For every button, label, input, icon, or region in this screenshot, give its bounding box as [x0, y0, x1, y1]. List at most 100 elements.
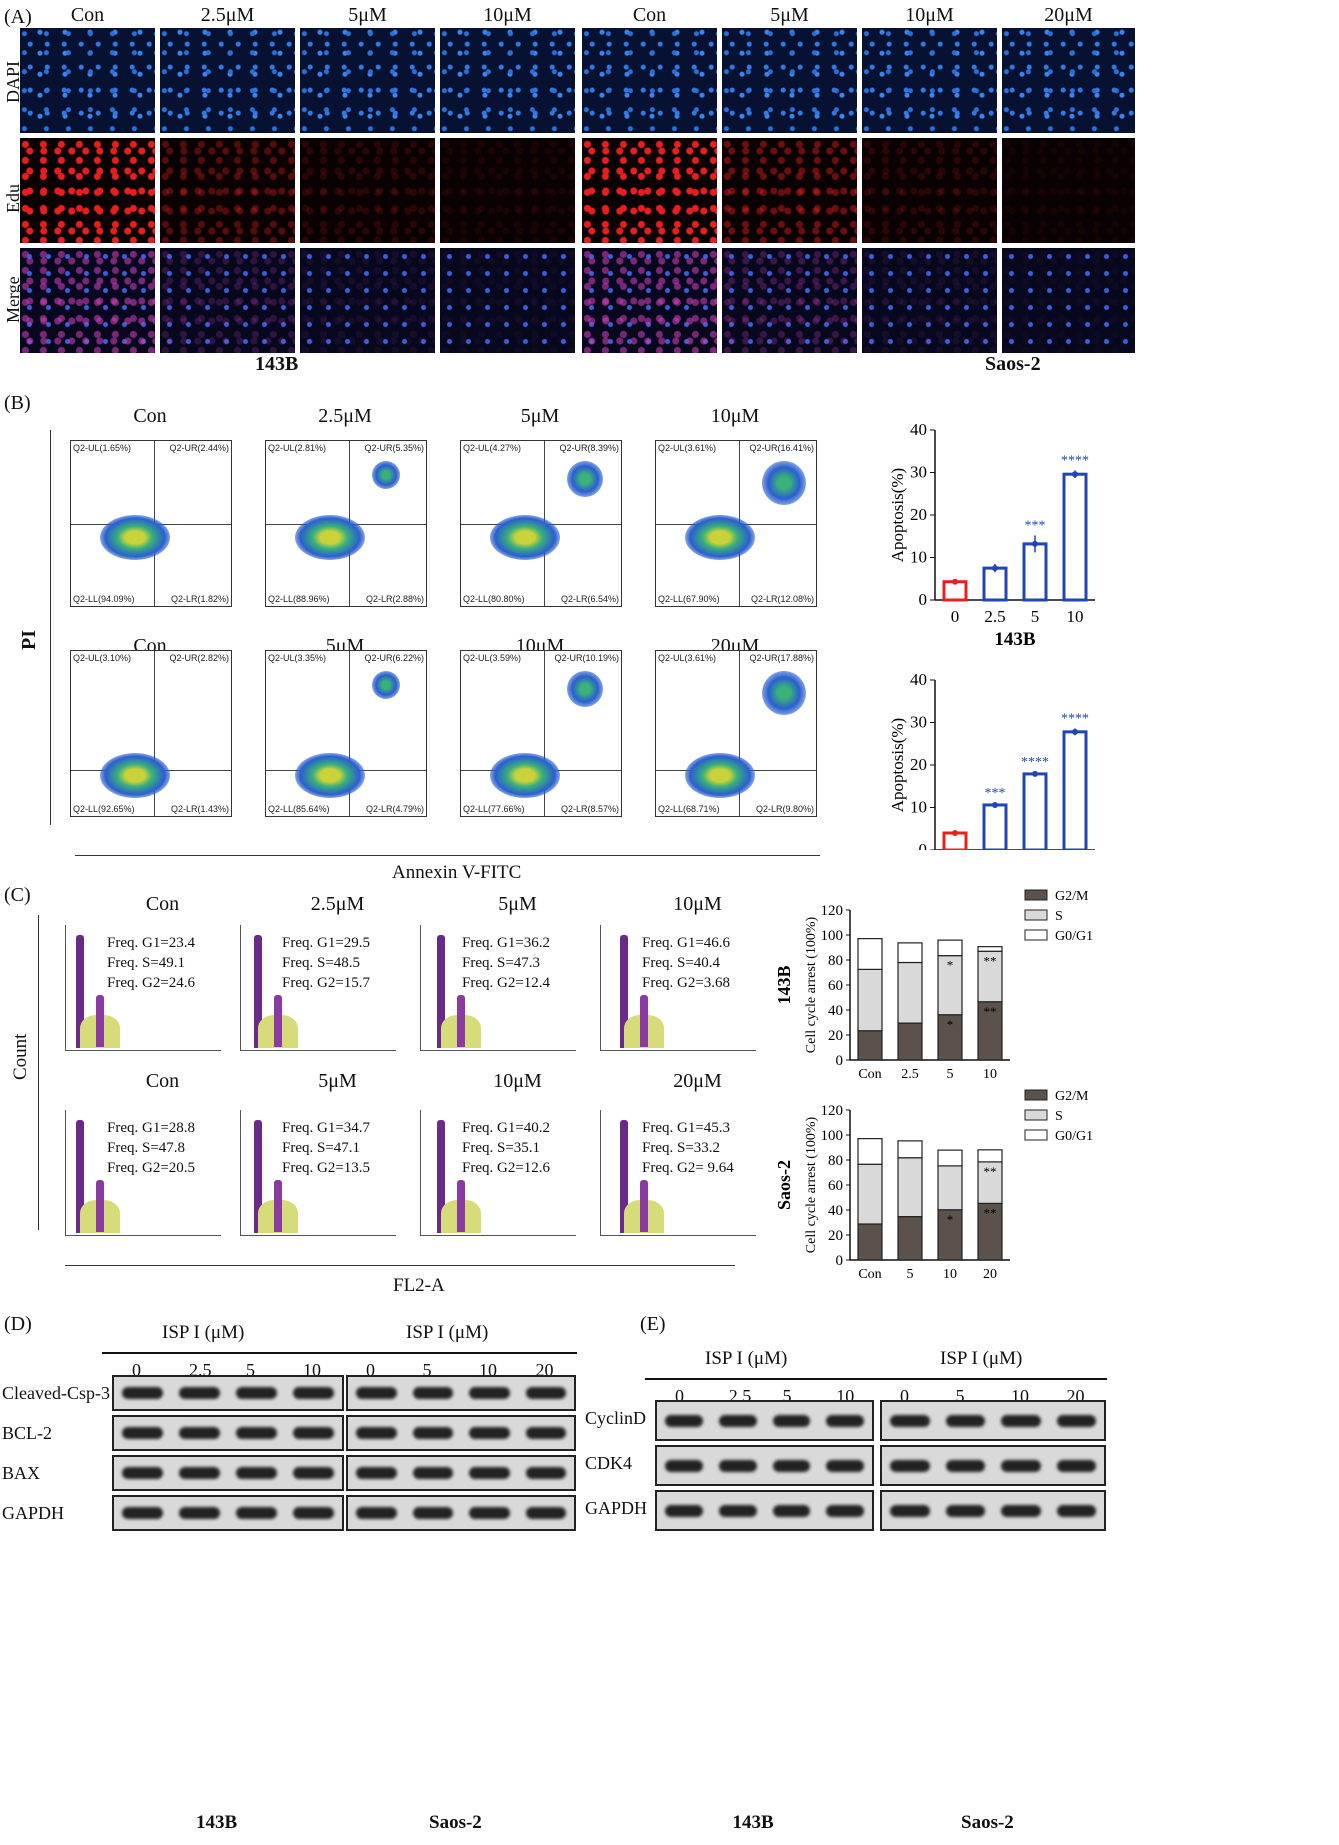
- significance-label: **: [984, 953, 997, 968]
- data-point: [952, 578, 958, 585]
- frequency-label: Freq. S=48.5: [282, 955, 361, 971]
- protein-label: BCL-2: [2, 1423, 53, 1443]
- data-point: [1072, 471, 1078, 478]
- stack-segment: [857, 938, 883, 970]
- quadrant-lr: Q2-LR(4.79%): [365, 804, 424, 814]
- quadrant-vline: [739, 651, 741, 816]
- micrograph: [862, 28, 997, 133]
- group-label: Saos-2: [961, 1812, 1014, 1833]
- protein-band: [890, 1504, 930, 1517]
- protein-band: [1001, 1504, 1041, 1517]
- micrograph: [440, 138, 575, 243]
- significance-label: *: [947, 1212, 954, 1227]
- y-axis-label: Apoptosis(%): [888, 468, 907, 562]
- flow-header: 10μM: [710, 405, 760, 427]
- quadrant-ur: Q2-UR(10.19%): [554, 653, 619, 663]
- g1-peak: [620, 1120, 628, 1233]
- y-tick-label: 30: [910, 713, 927, 732]
- legend-label: S: [1055, 1109, 1063, 1124]
- treatment-label: ISP I (μM): [705, 1348, 788, 1369]
- data-point: [1032, 770, 1038, 777]
- micrograph: [1002, 138, 1135, 243]
- protein-band: [772, 1504, 811, 1517]
- x-tick-label: Con: [858, 1267, 881, 1282]
- scatter-density: [99, 753, 170, 799]
- histogram: [420, 1110, 576, 1236]
- scatter-density: [489, 753, 560, 799]
- quadrant-ur: Q2-UR(16.41%): [749, 443, 814, 453]
- frequency-label: Freq. S=47.3: [462, 955, 541, 971]
- flow-plot: Q2-UL(3.61%) Q2-UR(16.41%) Q2-LL(67.90%) Q2…: [655, 440, 817, 607]
- scatter-cluster: [566, 670, 603, 707]
- micrograph: [440, 28, 575, 133]
- panel-a-header: 10μM: [483, 4, 532, 26]
- blot-strip: [346, 1415, 576, 1451]
- flow-plot: Q2-UL(2.81%) Q2-UR(5.35%) Q2-LL(88.96%) Q2-…: [265, 440, 427, 607]
- stack-segment: [977, 1149, 1003, 1163]
- legend-label: G0/G1: [1055, 929, 1093, 944]
- treatment-line: [341, 1352, 577, 1354]
- scatter-density: [99, 515, 170, 561]
- histogram: [240, 925, 396, 1051]
- protein-band: [945, 1414, 985, 1427]
- quadrant-ul: Q2-UL(3.59%): [463, 653, 522, 663]
- stack-segment: [897, 942, 923, 964]
- g2-peak: [640, 1180, 648, 1232]
- chart-title: 143B: [774, 965, 794, 1004]
- significance-label: ****: [1021, 755, 1049, 770]
- histogram: [600, 925, 756, 1051]
- protein-band: [826, 1414, 864, 1427]
- panel-a-group-saos2: Saos-2: [985, 353, 1041, 375]
- data-point: [992, 565, 998, 572]
- scatter-density: [684, 753, 755, 799]
- frequency-label: Freq. S=47.8: [107, 1140, 186, 1156]
- panel-d-label: (D): [4, 1313, 32, 1335]
- micrograph: [862, 248, 997, 353]
- group-label: Saos-2: [429, 1812, 482, 1833]
- x-tick-label: 20: [983, 1267, 997, 1282]
- frequency-label: Freq. G1=29.5: [282, 935, 371, 951]
- count-axis-line: [38, 915, 39, 1230]
- y-tick-label: 20: [910, 505, 927, 524]
- flow-plot: Q2-UL(1.65%) Q2-UR(2.44%) Q2-LL(94.09%) Q2-…: [70, 440, 232, 607]
- histogram-header: 20μM: [673, 1070, 722, 1092]
- g2-peak: [457, 1180, 465, 1232]
- annexin-axis-label: Annexin V-FITC: [392, 862, 522, 883]
- protein-band: [356, 1467, 397, 1479]
- panel-a-header: 20μM: [1044, 4, 1093, 26]
- y-tick-label: 20: [828, 1028, 843, 1044]
- micrograph: [582, 248, 717, 353]
- micrograph: [582, 28, 717, 133]
- treatment-label: ISP I (μM): [162, 1322, 245, 1343]
- x-tick-label: 2.5: [901, 1067, 919, 1082]
- quadrant-ur: Q2-UR(6.22%): [364, 653, 424, 663]
- quadrant-ll: Q2-LL(77.66%): [463, 804, 525, 814]
- micrograph: [722, 138, 857, 243]
- blot-strip: [880, 1490, 1106, 1531]
- data-point: [952, 830, 958, 836]
- histogram: [65, 1110, 221, 1236]
- scatter-density: [294, 753, 365, 799]
- panel-a-label: (A): [4, 6, 32, 28]
- legend-swatch: [1024, 1109, 1048, 1121]
- lane-label: 5: [246, 1360, 255, 1380]
- x-tick-label: 0: [951, 607, 960, 626]
- quadrant-ul: Q2-UL(3.61%): [658, 443, 717, 453]
- protein-band: [293, 1427, 334, 1439]
- histogram-header: 10μM: [493, 1070, 542, 1092]
- y-tick-label: 60: [828, 1178, 843, 1194]
- protein-band: [826, 1504, 864, 1517]
- protein-band: [525, 1507, 566, 1519]
- stack-segment: [897, 961, 923, 1024]
- histogram-header: Con: [145, 893, 180, 915]
- significance-label: ***: [1025, 518, 1046, 533]
- frequency-label: Freq. G1=36.2: [462, 935, 551, 951]
- quadrant-ur: Q2-UR(5.35%): [364, 443, 424, 453]
- legend-label: G0/G1: [1055, 1129, 1093, 1144]
- y-tick-label: 40: [828, 1203, 843, 1219]
- scatter-density: [489, 515, 560, 561]
- quadrant-ul: Q2-UL(3.61%): [658, 653, 717, 663]
- flow-header: 2.5μM: [318, 405, 372, 427]
- blot-strip: [346, 1375, 576, 1411]
